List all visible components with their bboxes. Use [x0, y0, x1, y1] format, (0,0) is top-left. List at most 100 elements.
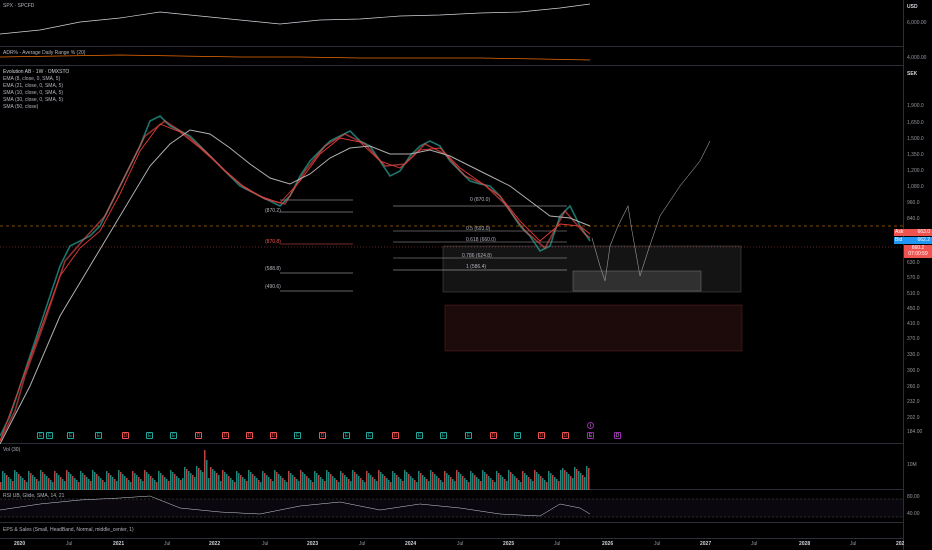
- fib-label-l2: (870.2): [265, 208, 281, 214]
- adr-line: [0, 54, 591, 61]
- last-price: 660.2: [911, 245, 925, 251]
- ask-value: 663.0: [917, 229, 930, 235]
- price-tick: 1,900.0: [907, 103, 924, 109]
- price-tick: 370.0: [907, 336, 920, 342]
- dividend-badge[interactable]: D: [490, 432, 497, 439]
- projection-path: [591, 140, 711, 282]
- sma-line: [0, 129, 591, 444]
- price-tick: 1,650.0: [907, 120, 924, 126]
- ask-label: Ask: [895, 229, 904, 235]
- price-tick: 202.0: [907, 415, 920, 421]
- price-tick: 840.0: [907, 216, 920, 222]
- price-chart: [0, 115, 903, 444]
- vol-title: Vol (30): [3, 447, 21, 453]
- earnings-badge[interactable]: E: [37, 432, 44, 439]
- volume-axis[interactable]: 10M: [903, 444, 932, 490]
- price-tick: 1,350.0: [907, 152, 924, 158]
- price-tick: 410.0: [907, 321, 920, 327]
- time-tick: 2021: [113, 541, 125, 547]
- info-icon[interactable]: i: [587, 422, 594, 429]
- time-tick: Jul: [262, 541, 269, 547]
- time-tick: 2028: [799, 541, 811, 547]
- dividend-badge[interactable]: D: [222, 432, 229, 439]
- dividend-badge[interactable]: D: [270, 432, 277, 439]
- bid-label: Bid: [895, 237, 903, 243]
- fib-label-0618: 0.618 (660.0): [466, 237, 496, 243]
- ask-tag[interactable]: Ask 663.0: [894, 229, 932, 236]
- adr-axis[interactable]: 4,000.00: [903, 47, 932, 66]
- earnings-badge[interactable]: E: [46, 432, 53, 439]
- indicator-sma-10[interactable]: SMA (10, close, 0, SMA, 5): [3, 90, 64, 96]
- time-tick: Jul: [751, 541, 758, 547]
- dividend-badge[interactable]: D: [392, 432, 399, 439]
- price-unit: SEK: [907, 71, 918, 77]
- dividend-badge[interactable]: D: [538, 432, 545, 439]
- rsi-line: [0, 495, 903, 518]
- price-tick: 330.0: [907, 352, 920, 358]
- earnings-badge[interactable]: E: [294, 432, 301, 439]
- fib-label-l4: (490.6): [265, 284, 281, 290]
- indicator-sma-50[interactable]: SMA (50, close): [3, 104, 39, 110]
- eps-axis: [903, 523, 932, 550]
- time-tick: 2023: [307, 541, 319, 547]
- time-tick: Jul: [457, 541, 464, 547]
- earnings-badge[interactable]: E: [514, 432, 521, 439]
- rsi-pane[interactable]: RSI UB, Glide, SMA, 14, 21: [0, 490, 903, 523]
- spx-pane[interactable]: SPX · SPCFD: [0, 0, 903, 47]
- time-tick: Jul: [654, 541, 661, 547]
- price-axis[interactable]: SEK 1,900.0 1,650.0 1,500.0 1,350.0 1,200.0 1…: [894, 66, 932, 444]
- last-price-tag[interactable]: 660.2 07:00:59: [904, 245, 932, 258]
- price-tick: 1,500.0: [907, 136, 924, 142]
- upcoming-earnings-badge[interactable]: E: [587, 432, 594, 439]
- main-price-pane[interactable]: Evolution AB · 1W · OMXSTO EMA (8, close…: [0, 66, 903, 444]
- earnings-badge[interactable]: E: [440, 432, 447, 439]
- price-tick: 510.0: [907, 291, 920, 297]
- earnings-badge[interactable]: E: [170, 432, 177, 439]
- rsi-tick-80: 80.00: [907, 494, 920, 500]
- rsi-title: RSI UB, Glide, SMA, 14, 21: [3, 493, 65, 499]
- eps-pane[interactable]: EPS & Sales (Small, HeadBand, Normal, mi…: [0, 523, 903, 539]
- fib-label-0786: 0.786 (624.8): [462, 253, 492, 259]
- red-zone: [444, 304, 743, 352]
- price-tick: 960.0: [907, 200, 920, 206]
- earnings-badge[interactable]: E: [366, 432, 373, 439]
- price-tick: 570.0: [907, 275, 920, 281]
- earnings-badge[interactable]: E: [343, 432, 350, 439]
- eps-title: EPS & Sales (Small, HeadBand, Normal, mi…: [3, 527, 134, 533]
- fib-label-05: 0.5 (693.0): [466, 226, 491, 232]
- earnings-badge[interactable]: E: [95, 432, 102, 439]
- dividend-badge[interactable]: D: [319, 432, 326, 439]
- earnings-badge[interactable]: E: [416, 432, 423, 439]
- earnings-badge[interactable]: E: [146, 432, 153, 439]
- fib-label-l3: (588.8): [265, 266, 281, 272]
- adr-pane[interactable]: ADR% - Average Daily Range % (20): [0, 47, 903, 66]
- bid-tag[interactable]: Bid 662.2: [894, 237, 932, 244]
- time-tick: 2027: [700, 541, 712, 547]
- bid-value: 662.2: [917, 237, 930, 243]
- indicator-ema-21[interactable]: EMA (21, close, 0, SMA, 5): [3, 83, 64, 89]
- dividend-badge[interactable]: D: [195, 432, 202, 439]
- dividend-badge[interactable]: D: [562, 432, 569, 439]
- upcoming-dividend-badge[interactable]: D: [614, 432, 621, 439]
- dividend-badge[interactable]: D: [246, 432, 253, 439]
- price-tick: 1,200.0: [907, 168, 924, 174]
- earnings-badge[interactable]: E: [465, 432, 472, 439]
- volume-pane[interactable]: Vol (30): [0, 444, 903, 490]
- spx-axis[interactable]: USD 6,000.00: [903, 0, 932, 47]
- grey-zone-small: [572, 270, 702, 292]
- indicator-sma-30[interactable]: SMA (30, close, 0, SMA, 5): [3, 97, 64, 103]
- fib-label-0: 0 (870.0): [470, 197, 491, 203]
- time-tick: Jul: [164, 541, 171, 547]
- rsi-axis[interactable]: 80.00 40.00: [903, 490, 932, 523]
- vol-tick: 10M: [907, 462, 917, 468]
- grey-zone-large: [442, 245, 742, 293]
- price-tick: 300.0: [907, 368, 920, 374]
- bar-countdown: 07:00:59: [908, 251, 928, 257]
- price-tick: 450.0: [907, 306, 920, 312]
- spx-line: [0, 3, 591, 35]
- time-tick: Jul: [850, 541, 857, 547]
- time-tick: 202: [896, 541, 905, 547]
- dividend-badge[interactable]: D: [122, 432, 129, 439]
- earnings-badge[interactable]: E: [67, 432, 74, 439]
- indicator-ema-8[interactable]: EMA (8, close, 0, SMA, 5): [3, 76, 61, 82]
